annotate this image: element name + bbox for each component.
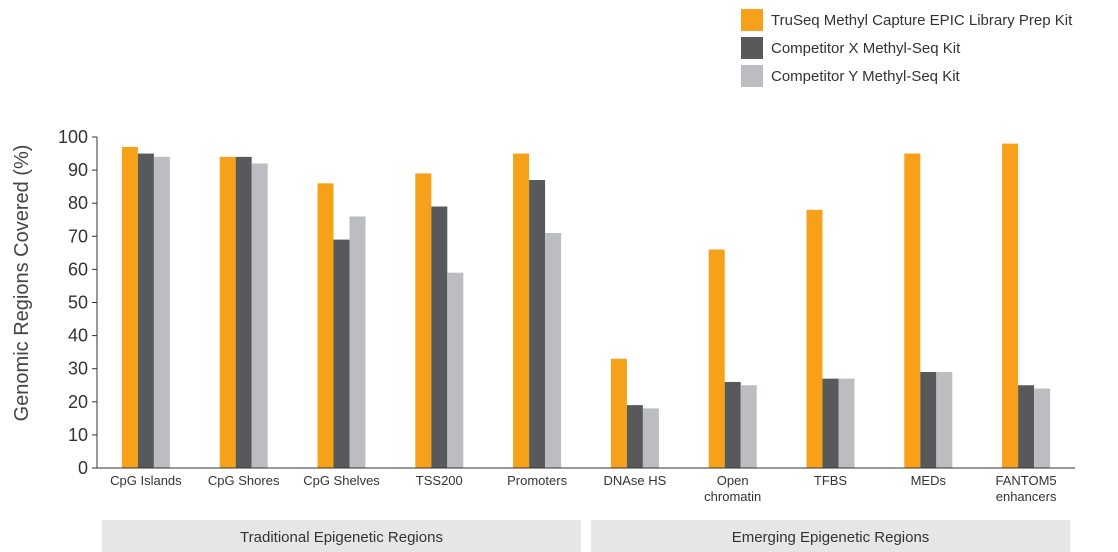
x-category-label-line: CpG Shores: [208, 473, 280, 488]
bar-2: [138, 154, 154, 468]
bar-3: [545, 233, 561, 468]
legend-label: Competitor X Methyl-Seq Kit: [771, 40, 961, 57]
bar-3: [741, 385, 757, 468]
y-tick-label: 100: [58, 127, 88, 147]
y-tick-label: 60: [68, 259, 88, 279]
y-tick-label: 40: [68, 326, 88, 346]
x-category-label-line: TSS200: [416, 473, 463, 488]
x-category-label: TSS200: [416, 473, 463, 488]
x-category-label-line: FANTOM5: [996, 473, 1057, 488]
bar-3: [154, 157, 170, 468]
bar-1: [513, 154, 529, 468]
legend-swatch: [741, 9, 763, 31]
y-tick-label: 50: [68, 293, 88, 313]
legend-swatch: [741, 37, 763, 59]
x-category-label-line: enhancers: [996, 489, 1057, 504]
x-category-label-line: CpG Islands: [110, 473, 182, 488]
bar-1: [611, 359, 627, 468]
x-axis: CpG Islands CpG Shores CpG Shelves TSS200 Pr…: [97, 468, 1075, 504]
bar-1: [904, 154, 920, 468]
bar-2: [920, 372, 936, 468]
y-tick-label: 90: [68, 160, 88, 180]
bar-1: [220, 157, 236, 468]
x-category-label-line: DNAse HS: [603, 473, 666, 488]
bar-3: [839, 379, 855, 468]
bar-3: [447, 273, 463, 468]
y-tick-label: 70: [68, 226, 88, 246]
y-tick-label: 10: [68, 425, 88, 445]
bar-3: [936, 372, 952, 468]
group-label: Emerging Epigenetic Regions: [732, 529, 930, 546]
bars: [122, 144, 1050, 468]
bar-2: [431, 207, 447, 468]
x-category-label: TFBS: [814, 473, 848, 488]
x-category-label-line: Promoters: [507, 473, 567, 488]
y-tick-label: 0: [78, 458, 88, 478]
x-category-label: CpG Shores: [208, 473, 280, 488]
bar-1: [122, 147, 138, 468]
x-category-label: DNAse HS: [603, 473, 666, 488]
bar-1: [415, 173, 431, 468]
x-category-label-line: CpG Shelves: [303, 473, 380, 488]
legend-label: Competitor Y Methyl-Seq Kit: [771, 68, 961, 85]
bar-1: [1002, 144, 1018, 468]
bar-2: [823, 379, 839, 468]
bar-3: [252, 163, 268, 468]
bar-3: [643, 408, 659, 468]
x-category-label-line: TFBS: [814, 473, 848, 488]
y-axis-label: Genomic Regions Covered (%): [11, 145, 33, 422]
y-tick-label: 80: [68, 193, 88, 213]
group-label: Traditional Epigenetic Regions: [240, 529, 443, 546]
x-category-label-line: Open: [717, 473, 749, 488]
y-tick-label: 30: [68, 359, 88, 379]
bar-1: [318, 183, 334, 468]
legend: TruSeq Methyl Capture EPIC Library Prep …: [741, 9, 1073, 87]
y-tick-label: 20: [68, 392, 88, 412]
x-category-label: Promoters: [507, 473, 567, 488]
bar-3: [350, 216, 366, 468]
region-groups: Traditional Epigenetic Regions Emerging E…: [102, 520, 1070, 552]
bar-2: [529, 180, 545, 468]
x-category-label: FANTOM5 enhancers: [996, 473, 1057, 504]
bar-3: [1034, 389, 1050, 468]
legend-label: TruSeq Methyl Capture EPIC Library Prep …: [771, 12, 1073, 29]
y-axis: 0 10 20 30 40 50 60 70 80 90 100: [58, 127, 97, 478]
bar-1: [807, 210, 823, 468]
bar-2: [725, 382, 741, 468]
x-category-label: MEDs: [911, 473, 947, 488]
bar-2: [334, 240, 350, 468]
legend-swatch: [741, 65, 763, 87]
x-category-label: Open chromatin: [704, 473, 761, 504]
bar-1: [709, 250, 725, 468]
bar-2: [236, 157, 252, 468]
x-category-label-line: MEDs: [911, 473, 947, 488]
bar-2: [1018, 385, 1034, 468]
x-category-label: CpG Islands: [110, 473, 182, 488]
x-category-label-line: chromatin: [704, 489, 761, 504]
bar-2: [627, 405, 643, 468]
x-category-label: CpG Shelves: [303, 473, 380, 488]
